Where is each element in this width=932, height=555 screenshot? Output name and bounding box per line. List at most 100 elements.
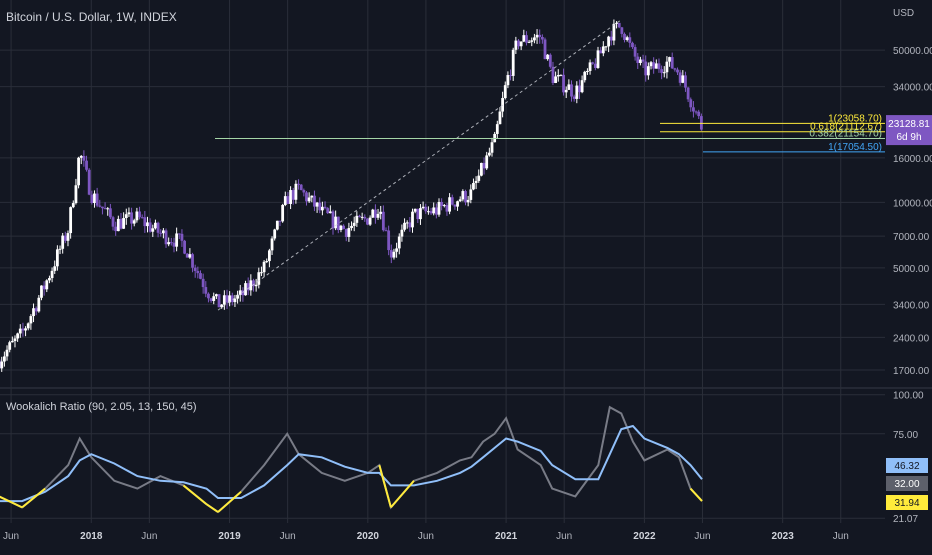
price-plot bbox=[0, 20, 703, 372]
candle-body bbox=[332, 211, 335, 228]
candle-body bbox=[615, 23, 618, 24]
candle-body bbox=[114, 227, 117, 231]
candle-body bbox=[456, 201, 459, 206]
candle-body bbox=[67, 233, 70, 241]
candle-body bbox=[64, 236, 67, 241]
candle-body bbox=[522, 35, 525, 41]
candle-body bbox=[308, 198, 311, 202]
candle-body bbox=[45, 280, 48, 289]
candle-body bbox=[90, 195, 93, 203]
candle-body bbox=[369, 218, 372, 225]
candle-body bbox=[128, 212, 131, 214]
candle-body bbox=[628, 37, 631, 43]
price-axis: 50000.0034000.0016000.0010000.007000.005… bbox=[893, 8, 932, 377]
candle-body bbox=[620, 27, 623, 34]
candle-body bbox=[175, 233, 178, 246]
candle-body bbox=[305, 192, 308, 201]
candle-body bbox=[294, 184, 297, 200]
candle-body bbox=[199, 273, 202, 279]
candle-body bbox=[599, 50, 602, 53]
indicator-tick-label: 21.07 bbox=[893, 514, 918, 525]
candle-body bbox=[48, 278, 51, 280]
low-zone-segment bbox=[22, 489, 45, 508]
candle-body bbox=[491, 142, 494, 152]
price-tick-label: 5000.00 bbox=[893, 264, 930, 275]
candle-body bbox=[181, 234, 184, 241]
candle-body bbox=[438, 202, 441, 215]
candle-body bbox=[557, 75, 560, 76]
candle-body bbox=[101, 207, 104, 208]
candle-body bbox=[162, 230, 165, 233]
candle-body bbox=[276, 221, 279, 230]
candle-body bbox=[451, 197, 454, 204]
candle-body bbox=[157, 223, 160, 233]
candle-body bbox=[589, 62, 592, 71]
candle-body bbox=[382, 212, 385, 230]
candle-body bbox=[390, 250, 393, 257]
candle-body bbox=[292, 190, 295, 200]
candle-body bbox=[411, 212, 414, 228]
candle-body bbox=[700, 116, 703, 129]
fib-level-label: 0.382(21154.70) bbox=[809, 129, 882, 140]
candle-body bbox=[562, 75, 565, 92]
candle-body bbox=[422, 207, 425, 208]
indicator-value-label: 31.94 bbox=[894, 498, 919, 509]
candle-body bbox=[59, 249, 62, 250]
price-tick-label: 7000.00 bbox=[893, 232, 930, 243]
candle-body bbox=[398, 237, 401, 249]
candle-body bbox=[469, 189, 472, 199]
price-tick-label: 34000.00 bbox=[893, 83, 932, 94]
candle-body bbox=[316, 203, 319, 207]
candle-body bbox=[284, 196, 287, 205]
candle-body bbox=[183, 241, 186, 254]
candle-body bbox=[14, 338, 17, 341]
candle-body bbox=[514, 41, 517, 50]
candle-body bbox=[676, 70, 679, 73]
candle-body bbox=[440, 202, 443, 206]
candle-body bbox=[668, 57, 671, 62]
candle-body bbox=[666, 62, 669, 73]
low-zone-segment bbox=[690, 489, 702, 502]
candle-body bbox=[279, 221, 282, 222]
candle-body bbox=[435, 207, 438, 214]
candle-body bbox=[345, 229, 348, 237]
candle-body bbox=[350, 226, 353, 228]
candle-body bbox=[151, 228, 154, 231]
candle-body bbox=[239, 290, 242, 294]
time-tick-label: 2018 bbox=[80, 531, 103, 542]
candle-body bbox=[207, 294, 210, 299]
candle-body bbox=[374, 210, 377, 218]
candle-body bbox=[19, 329, 22, 334]
time-tick-label: Jun bbox=[833, 531, 849, 542]
candle-body bbox=[605, 46, 608, 47]
candle-body bbox=[22, 329, 25, 331]
candle-body bbox=[512, 50, 515, 76]
candle-body bbox=[93, 194, 96, 203]
candle-body bbox=[141, 217, 144, 218]
candle-body bbox=[597, 50, 600, 68]
candle-body bbox=[692, 107, 695, 111]
candle-body bbox=[459, 199, 462, 201]
candle-body bbox=[149, 222, 152, 231]
candle-body bbox=[106, 208, 109, 209]
last-price-value: 23128.81 bbox=[888, 119, 930, 130]
candle-body bbox=[695, 111, 698, 112]
candle-body bbox=[347, 228, 350, 237]
candle-body bbox=[218, 294, 221, 307]
candle-body bbox=[377, 214, 380, 218]
candle-body bbox=[85, 161, 88, 170]
candle-body bbox=[607, 37, 610, 47]
price-tick-label: 10000.00 bbox=[893, 198, 932, 209]
candle-body bbox=[247, 283, 250, 290]
candle-body bbox=[154, 223, 157, 229]
candle-body bbox=[287, 196, 290, 204]
candle-body bbox=[432, 207, 435, 213]
candle-body bbox=[560, 75, 563, 76]
candle-body bbox=[477, 176, 480, 181]
price-tick-label: 16000.00 bbox=[893, 154, 932, 165]
candle-body bbox=[16, 333, 19, 338]
candle-body bbox=[416, 209, 419, 219]
